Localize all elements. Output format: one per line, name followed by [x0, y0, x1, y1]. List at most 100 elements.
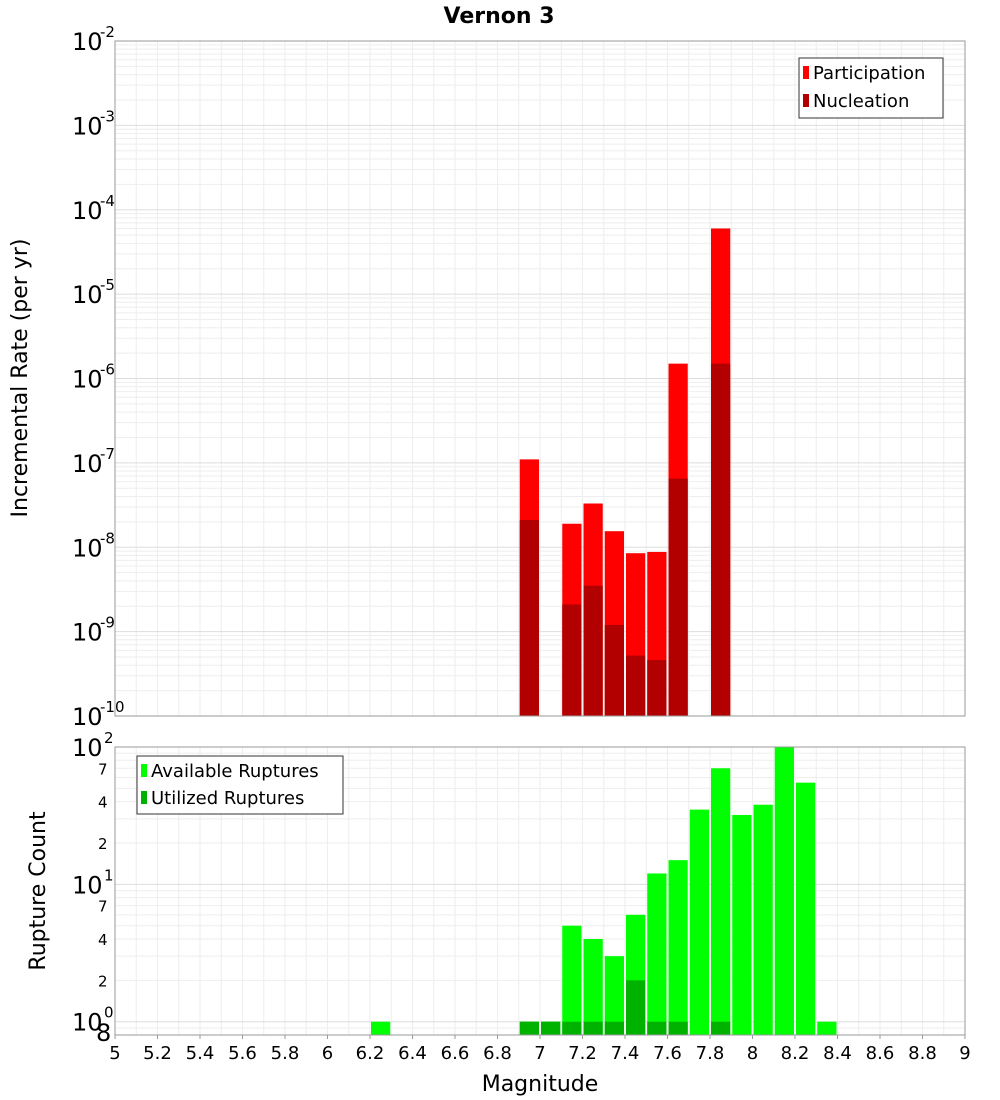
- y-tick-label: 10: [72, 534, 103, 562]
- y-tick-exponent: -7: [100, 445, 115, 463]
- bottom-legend: Available Ruptures Utilized Ruptures: [136, 755, 344, 815]
- top-plot-bars: [519, 228, 731, 716]
- x-tick-label: 8.8: [908, 1043, 937, 1064]
- legend-participation-label: Participation: [813, 63, 925, 84]
- y-minor-tick-label: 4: [98, 931, 108, 949]
- top-plot-grid: [114, 40, 966, 717]
- legend-utilized-label: Utilized Ruptures: [151, 788, 304, 809]
- y-tick-label: 10: [72, 28, 103, 56]
- y-tick-exponent: -5: [100, 276, 115, 294]
- top-y-tick-labels: 10-210-310-410-510-610-710-810-910-10: [72, 23, 125, 731]
- bar-nucleation: [562, 604, 582, 716]
- y-tick-label: 10: [72, 619, 103, 647]
- x-tick-label: 5.4: [186, 1043, 215, 1064]
- x-tick-label: 6: [322, 1043, 333, 1064]
- x-tick-label: 6.4: [398, 1043, 427, 1064]
- y-tick-exponent: 2: [104, 729, 114, 747]
- x-tick-label: 5: [109, 1043, 120, 1064]
- x-axis-label: Magnitude: [482, 1072, 599, 1097]
- legend-nucleation-label: Nucleation: [813, 91, 909, 112]
- x-tick-label: 5.6: [228, 1043, 257, 1064]
- bar-available-ruptures: [753, 804, 773, 1035]
- y-tick-label: 10: [72, 450, 103, 478]
- x-tick-label: 5.8: [271, 1043, 300, 1064]
- y-tick-exponent: -3: [100, 107, 115, 125]
- bar-available-ruptures: [604, 956, 624, 1035]
- y-tick-label: 10: [72, 871, 103, 899]
- bar-available-ruptures: [371, 1021, 391, 1035]
- y-tick-label: 10: [72, 197, 103, 225]
- bar-nucleation: [583, 585, 603, 716]
- x-tick-label: 5.2: [143, 1043, 172, 1064]
- y-minor-tick-label: 4: [98, 794, 108, 812]
- bar-available-ruptures: [562, 925, 582, 1035]
- bottom-y-axis-label: Rupture Count: [26, 811, 51, 971]
- x-tick-label: 7.2: [568, 1043, 597, 1064]
- x-tick-label: 6.8: [483, 1043, 512, 1064]
- top-plot-frame: [114, 40, 966, 717]
- bar-nucleation: [668, 478, 688, 716]
- x-tick-label: 7.8: [696, 1043, 725, 1064]
- bar-available-ruptures: [711, 768, 731, 1035]
- x-tick-label: 8.2: [781, 1043, 810, 1064]
- chart-title: Vernon 3: [444, 4, 555, 29]
- y-tick-label: 10: [72, 366, 103, 394]
- y-tick-label: 10: [72, 112, 103, 140]
- bar-utilized-ruptures: [562, 1021, 582, 1035]
- x-tick-label: 6.2: [356, 1043, 385, 1064]
- x-tick-label: 6.6: [441, 1043, 470, 1064]
- x-tick-label: 8.6: [866, 1043, 895, 1064]
- y-tick-exponent: -9: [100, 614, 115, 632]
- bar-nucleation: [626, 655, 646, 716]
- bar-available-ruptures: [796, 782, 816, 1035]
- bar-nucleation: [604, 624, 624, 716]
- y-tick-label: 10: [72, 703, 103, 731]
- y-minor-tick-label: 7: [98, 898, 108, 916]
- top-y-axis-label: Incremental Rate (per yr): [8, 239, 33, 518]
- y-tick-exponent: -4: [100, 192, 115, 210]
- bar-utilized-ruptures: [626, 980, 646, 1035]
- y-tick-exponent: -10: [100, 698, 125, 716]
- legend-available-label: Available Ruptures: [151, 761, 319, 782]
- legend-participation-swatch: [803, 66, 809, 79]
- y-tick-exponent: -8: [100, 529, 115, 547]
- legend-nucleation-swatch: [803, 94, 809, 107]
- x-tick-label: 8: [747, 1043, 758, 1064]
- bottom-plot-bars: [371, 747, 837, 1035]
- legend-utilized-swatch: [141, 791, 147, 804]
- bar-utilized-ruptures: [711, 1021, 731, 1035]
- y-tick-exponent: -6: [100, 361, 115, 379]
- y-tick-exponent: -2: [100, 23, 115, 41]
- bar-available-ruptures: [817, 1021, 837, 1035]
- top-legend-box: [798, 57, 944, 119]
- bar-available-ruptures: [774, 747, 794, 1035]
- bar-available-ruptures: [668, 860, 688, 1035]
- y-minor-tick-label: 2: [98, 972, 108, 990]
- top-legend: Participation Nucleation: [798, 57, 944, 119]
- x-tick-label: 8.4: [823, 1043, 852, 1064]
- bar-utilized-ruptures: [604, 1021, 624, 1035]
- bar-utilized-ruptures: [519, 1021, 539, 1035]
- x-tick-labels: 5 5.2 5.4 5.6 5.8 6 6.2 6.4 6.6 6.8 7 7.2 7.4 7.6 7.8 8…: [109, 1035, 971, 1064]
- y-tick-label: 10: [72, 1009, 103, 1037]
- bar-nucleation: [711, 363, 731, 716]
- y-tick-label: 10: [72, 281, 103, 309]
- x-tick-label: 7: [534, 1043, 545, 1064]
- bar-available-ruptures: [689, 809, 709, 1035]
- y-minor-tick-label: 2: [98, 835, 108, 853]
- bar-utilized-ruptures: [541, 1021, 561, 1035]
- x-tick-label: 7.6: [653, 1043, 682, 1064]
- bottom-legend-box: [136, 755, 344, 815]
- x-tick-label: 9: [959, 1043, 970, 1064]
- y-tick-exponent: 0: [104, 1004, 114, 1022]
- legend-available-swatch: [141, 764, 147, 777]
- y-minor-tick-label: 8: [96, 1019, 111, 1047]
- y-minor-tick-label: 7: [98, 760, 108, 778]
- bar-available-ruptures: [732, 814, 752, 1035]
- x-tick-label: 7.4: [611, 1043, 640, 1064]
- bar-available-ruptures: [647, 873, 667, 1035]
- bar-nucleation: [519, 520, 539, 716]
- bar-utilized-ruptures: [668, 1021, 688, 1035]
